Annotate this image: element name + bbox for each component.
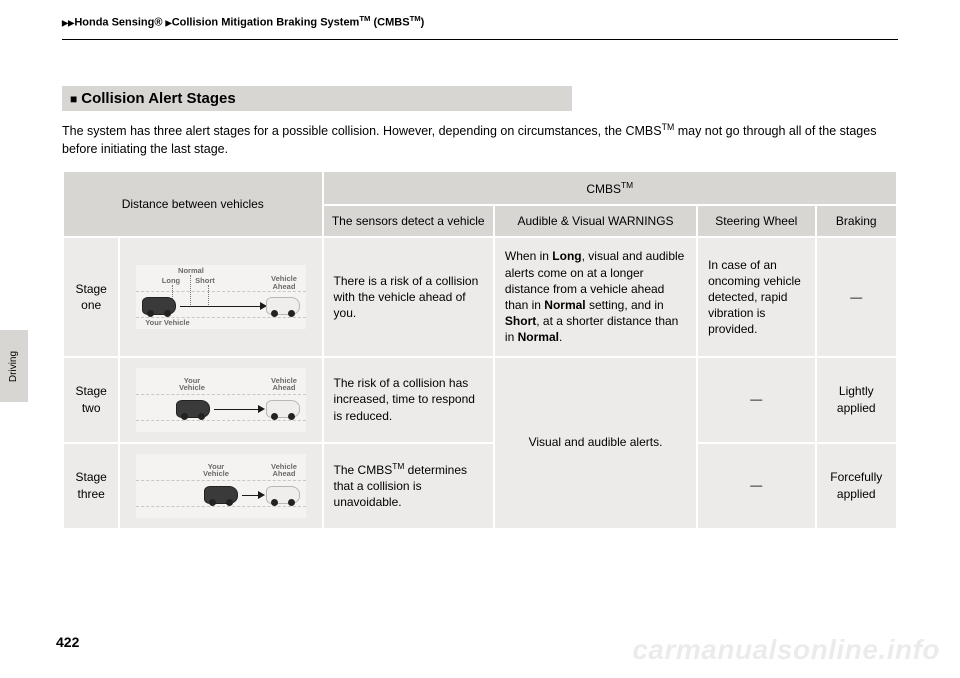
th-cmbs: CMBSTM: [324, 172, 896, 204]
stage-label: Stage two: [64, 358, 118, 442]
stage-two-braking: Lightly applied: [817, 358, 896, 442]
th-distance: Distance between vehicles: [64, 172, 322, 236]
th-braking: Braking: [817, 206, 896, 236]
th-steering: Steering Wheel: [698, 206, 814, 236]
stage-two-diagram: Your Vehicle Vehicle Ahead: [136, 368, 306, 432]
stage-label: Stage three: [64, 444, 118, 528]
breadcrumb-b: Collision Mitigation Braking System: [172, 17, 360, 29]
stage-two-sensors: The risk of a collision has increased, t…: [324, 358, 493, 442]
table-row: Stage three Your Vehicle Vehicle Ahead T…: [64, 444, 896, 528]
section-title: ■Collision Alert Stages: [62, 86, 572, 111]
side-tab-label: Driving: [9, 350, 20, 381]
stage-one-sensors: There is a risk of a collision with the …: [324, 238, 493, 355]
th-sensors: The sensors detect a vehicle: [324, 206, 493, 236]
stage-shared-warnings: Visual and audible alerts.: [495, 358, 696, 528]
th-audible: Audible & Visual WARNINGS: [495, 206, 696, 236]
diagram-cell: Normal Long Short Vehicle Ahead Your Veh…: [120, 238, 321, 355]
stage-one-diagram: Normal Long Short Vehicle Ahead Your Veh…: [136, 265, 306, 329]
stages-table: Distance between vehicles CMBSTM The sen…: [62, 170, 898, 529]
intro-text: The system has three alert stages for a …: [62, 121, 898, 158]
stage-three-diagram: Your Vehicle Vehicle Ahead: [136, 454, 306, 518]
stage-label: Stage one: [64, 238, 118, 355]
stage-three-braking: Forcefully applied: [817, 444, 896, 528]
side-tab: Driving: [0, 330, 28, 402]
diagram-cell: Your Vehicle Vehicle Ahead: [120, 358, 321, 442]
stage-one-warnings: When in Long, visual and audible alerts …: [495, 238, 696, 355]
stage-one-steering: In case of an oncoming vehicle detected,…: [698, 238, 814, 355]
stage-one-braking: —: [817, 238, 896, 355]
diagram-cell: Your Vehicle Vehicle Ahead: [120, 444, 321, 528]
breadcrumb-a: Honda Sensing®: [74, 17, 162, 29]
stage-two-steering: —: [698, 358, 814, 442]
table-row: Stage one Normal Long Short Vehicle Ahea…: [64, 238, 896, 355]
stage-three-sensors: The CMBSTM determines that a collision i…: [324, 444, 493, 528]
table-row: Stage two Your Vehicle Vehicle Ahead The…: [64, 358, 896, 442]
breadcrumb: ▶▶Honda Sensing® ▶Collision Mitigation B…: [62, 14, 898, 40]
main-content: ■Collision Alert Stages The system has t…: [62, 86, 898, 530]
watermark: carmanualsonline.info: [632, 634, 940, 666]
page-number: 422: [56, 634, 79, 650]
stage-three-steering: —: [698, 444, 814, 528]
